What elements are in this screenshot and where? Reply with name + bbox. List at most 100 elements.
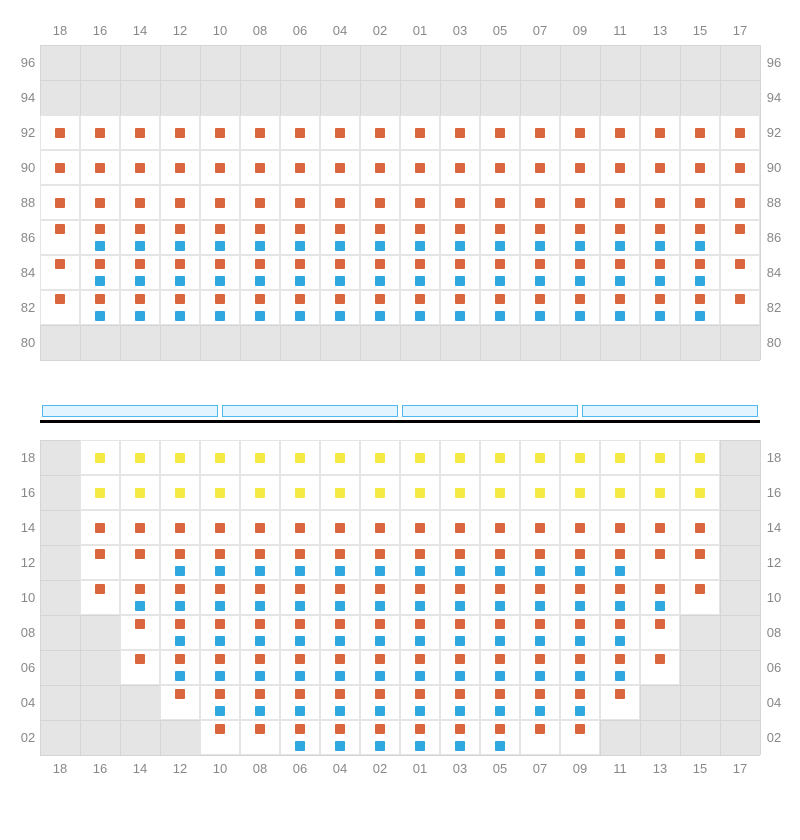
seat-marker-top[interactable]: [615, 689, 625, 699]
seat-marker[interactable]: [215, 198, 225, 208]
seat-marker[interactable]: [95, 523, 105, 533]
seat-marker[interactable]: [495, 128, 505, 138]
seat-marker[interactable]: [615, 488, 625, 498]
seat-marker[interactable]: [215, 523, 225, 533]
seat-marker-top[interactable]: [375, 689, 385, 699]
seat-marker-bottom[interactable]: [375, 636, 385, 646]
seat-marker-top[interactable]: [575, 689, 585, 699]
seat-marker-top[interactable]: [375, 224, 385, 234]
seat-marker-top[interactable]: [455, 259, 465, 269]
seat-marker-top[interactable]: [55, 294, 65, 304]
seat-marker-bottom[interactable]: [215, 276, 225, 286]
seat-marker-bottom[interactable]: [495, 311, 505, 321]
seat-marker[interactable]: [255, 198, 265, 208]
seat-marker[interactable]: [135, 163, 145, 173]
seat-marker-top[interactable]: [215, 584, 225, 594]
seat-marker-top[interactable]: [535, 584, 545, 594]
seat-marker-bottom[interactable]: [415, 241, 425, 251]
seat-marker-bottom[interactable]: [215, 566, 225, 576]
seat-marker-top[interactable]: [415, 549, 425, 559]
seat-marker-top[interactable]: [535, 294, 545, 304]
seat-marker-bottom[interactable]: [415, 636, 425, 646]
seat-marker-top[interactable]: [95, 549, 105, 559]
seat-marker-top[interactable]: [255, 689, 265, 699]
seat-marker-top[interactable]: [455, 224, 465, 234]
seat-marker-top[interactable]: [655, 224, 665, 234]
seat-marker-top[interactable]: [255, 724, 265, 734]
seat-marker-bottom[interactable]: [295, 566, 305, 576]
seat-marker-top[interactable]: [695, 224, 705, 234]
seat-marker-bottom[interactable]: [255, 601, 265, 611]
seat-marker-top[interactable]: [335, 584, 345, 594]
seat-marker[interactable]: [615, 198, 625, 208]
seat-marker[interactable]: [55, 163, 65, 173]
seat-marker[interactable]: [255, 488, 265, 498]
seat-marker-top[interactable]: [175, 654, 185, 664]
seat-marker[interactable]: [695, 163, 705, 173]
seat-marker-top[interactable]: [735, 259, 745, 269]
seat-marker-top[interactable]: [455, 619, 465, 629]
seat-marker-bottom[interactable]: [535, 311, 545, 321]
seat-marker-bottom[interactable]: [695, 276, 705, 286]
seat-marker-bottom[interactable]: [335, 241, 345, 251]
seat-marker-bottom[interactable]: [135, 311, 145, 321]
seat-marker[interactable]: [135, 128, 145, 138]
seat-marker[interactable]: [575, 453, 585, 463]
seat-marker[interactable]: [375, 163, 385, 173]
seat-marker-top[interactable]: [615, 224, 625, 234]
seat-marker[interactable]: [375, 488, 385, 498]
seat-marker-top[interactable]: [735, 224, 745, 234]
seat-marker-top[interactable]: [55, 224, 65, 234]
seat-marker-bottom[interactable]: [455, 276, 465, 286]
seat-marker-top[interactable]: [255, 584, 265, 594]
seat-marker[interactable]: [535, 163, 545, 173]
seat-marker-top[interactable]: [535, 259, 545, 269]
seat-marker-top[interactable]: [615, 619, 625, 629]
seat-marker-top[interactable]: [295, 619, 305, 629]
seat-marker-top[interactable]: [255, 549, 265, 559]
seat-marker-top[interactable]: [375, 294, 385, 304]
seat-marker-bottom[interactable]: [655, 276, 665, 286]
seat-marker-top[interactable]: [255, 294, 265, 304]
seat-marker-top[interactable]: [615, 654, 625, 664]
seat-marker-top[interactable]: [175, 224, 185, 234]
seat-marker-top[interactable]: [375, 549, 385, 559]
seat-marker-bottom[interactable]: [335, 671, 345, 681]
seat-marker-bottom[interactable]: [295, 741, 305, 751]
seat-marker-top[interactable]: [575, 654, 585, 664]
seat-marker-top[interactable]: [655, 259, 665, 269]
seat-marker-bottom[interactable]: [295, 276, 305, 286]
seat-marker[interactable]: [95, 488, 105, 498]
seat-marker-top[interactable]: [295, 689, 305, 699]
seat-marker-bottom[interactable]: [455, 311, 465, 321]
seat-marker-top[interactable]: [175, 294, 185, 304]
seat-marker-top[interactable]: [295, 224, 305, 234]
seat-marker[interactable]: [175, 198, 185, 208]
seat-marker-bottom[interactable]: [575, 276, 585, 286]
seat-marker-bottom[interactable]: [615, 311, 625, 321]
seat-marker-bottom[interactable]: [615, 671, 625, 681]
seat-marker-bottom[interactable]: [415, 311, 425, 321]
seat-marker[interactable]: [535, 453, 545, 463]
seat-marker-top[interactable]: [655, 549, 665, 559]
seat-marker-bottom[interactable]: [455, 636, 465, 646]
seat-marker-bottom[interactable]: [575, 636, 585, 646]
seat-marker[interactable]: [335, 523, 345, 533]
seat-marker-top[interactable]: [575, 619, 585, 629]
seat-marker-bottom[interactable]: [135, 276, 145, 286]
seat-marker[interactable]: [95, 198, 105, 208]
seat-marker-bottom[interactable]: [335, 601, 345, 611]
seat-marker-bottom[interactable]: [255, 566, 265, 576]
seat-marker-bottom[interactable]: [495, 671, 505, 681]
seat-marker-top[interactable]: [615, 584, 625, 594]
seat-marker-top[interactable]: [415, 259, 425, 269]
seat-marker-top[interactable]: [495, 294, 505, 304]
seat-marker-bottom[interactable]: [215, 636, 225, 646]
seat-marker-top[interactable]: [215, 619, 225, 629]
seat-marker-bottom[interactable]: [255, 311, 265, 321]
seat-marker[interactable]: [615, 128, 625, 138]
seat-marker-top[interactable]: [415, 689, 425, 699]
seat-marker-top[interactable]: [535, 654, 545, 664]
seat-marker[interactable]: [295, 198, 305, 208]
seat-marker-top[interactable]: [695, 549, 705, 559]
